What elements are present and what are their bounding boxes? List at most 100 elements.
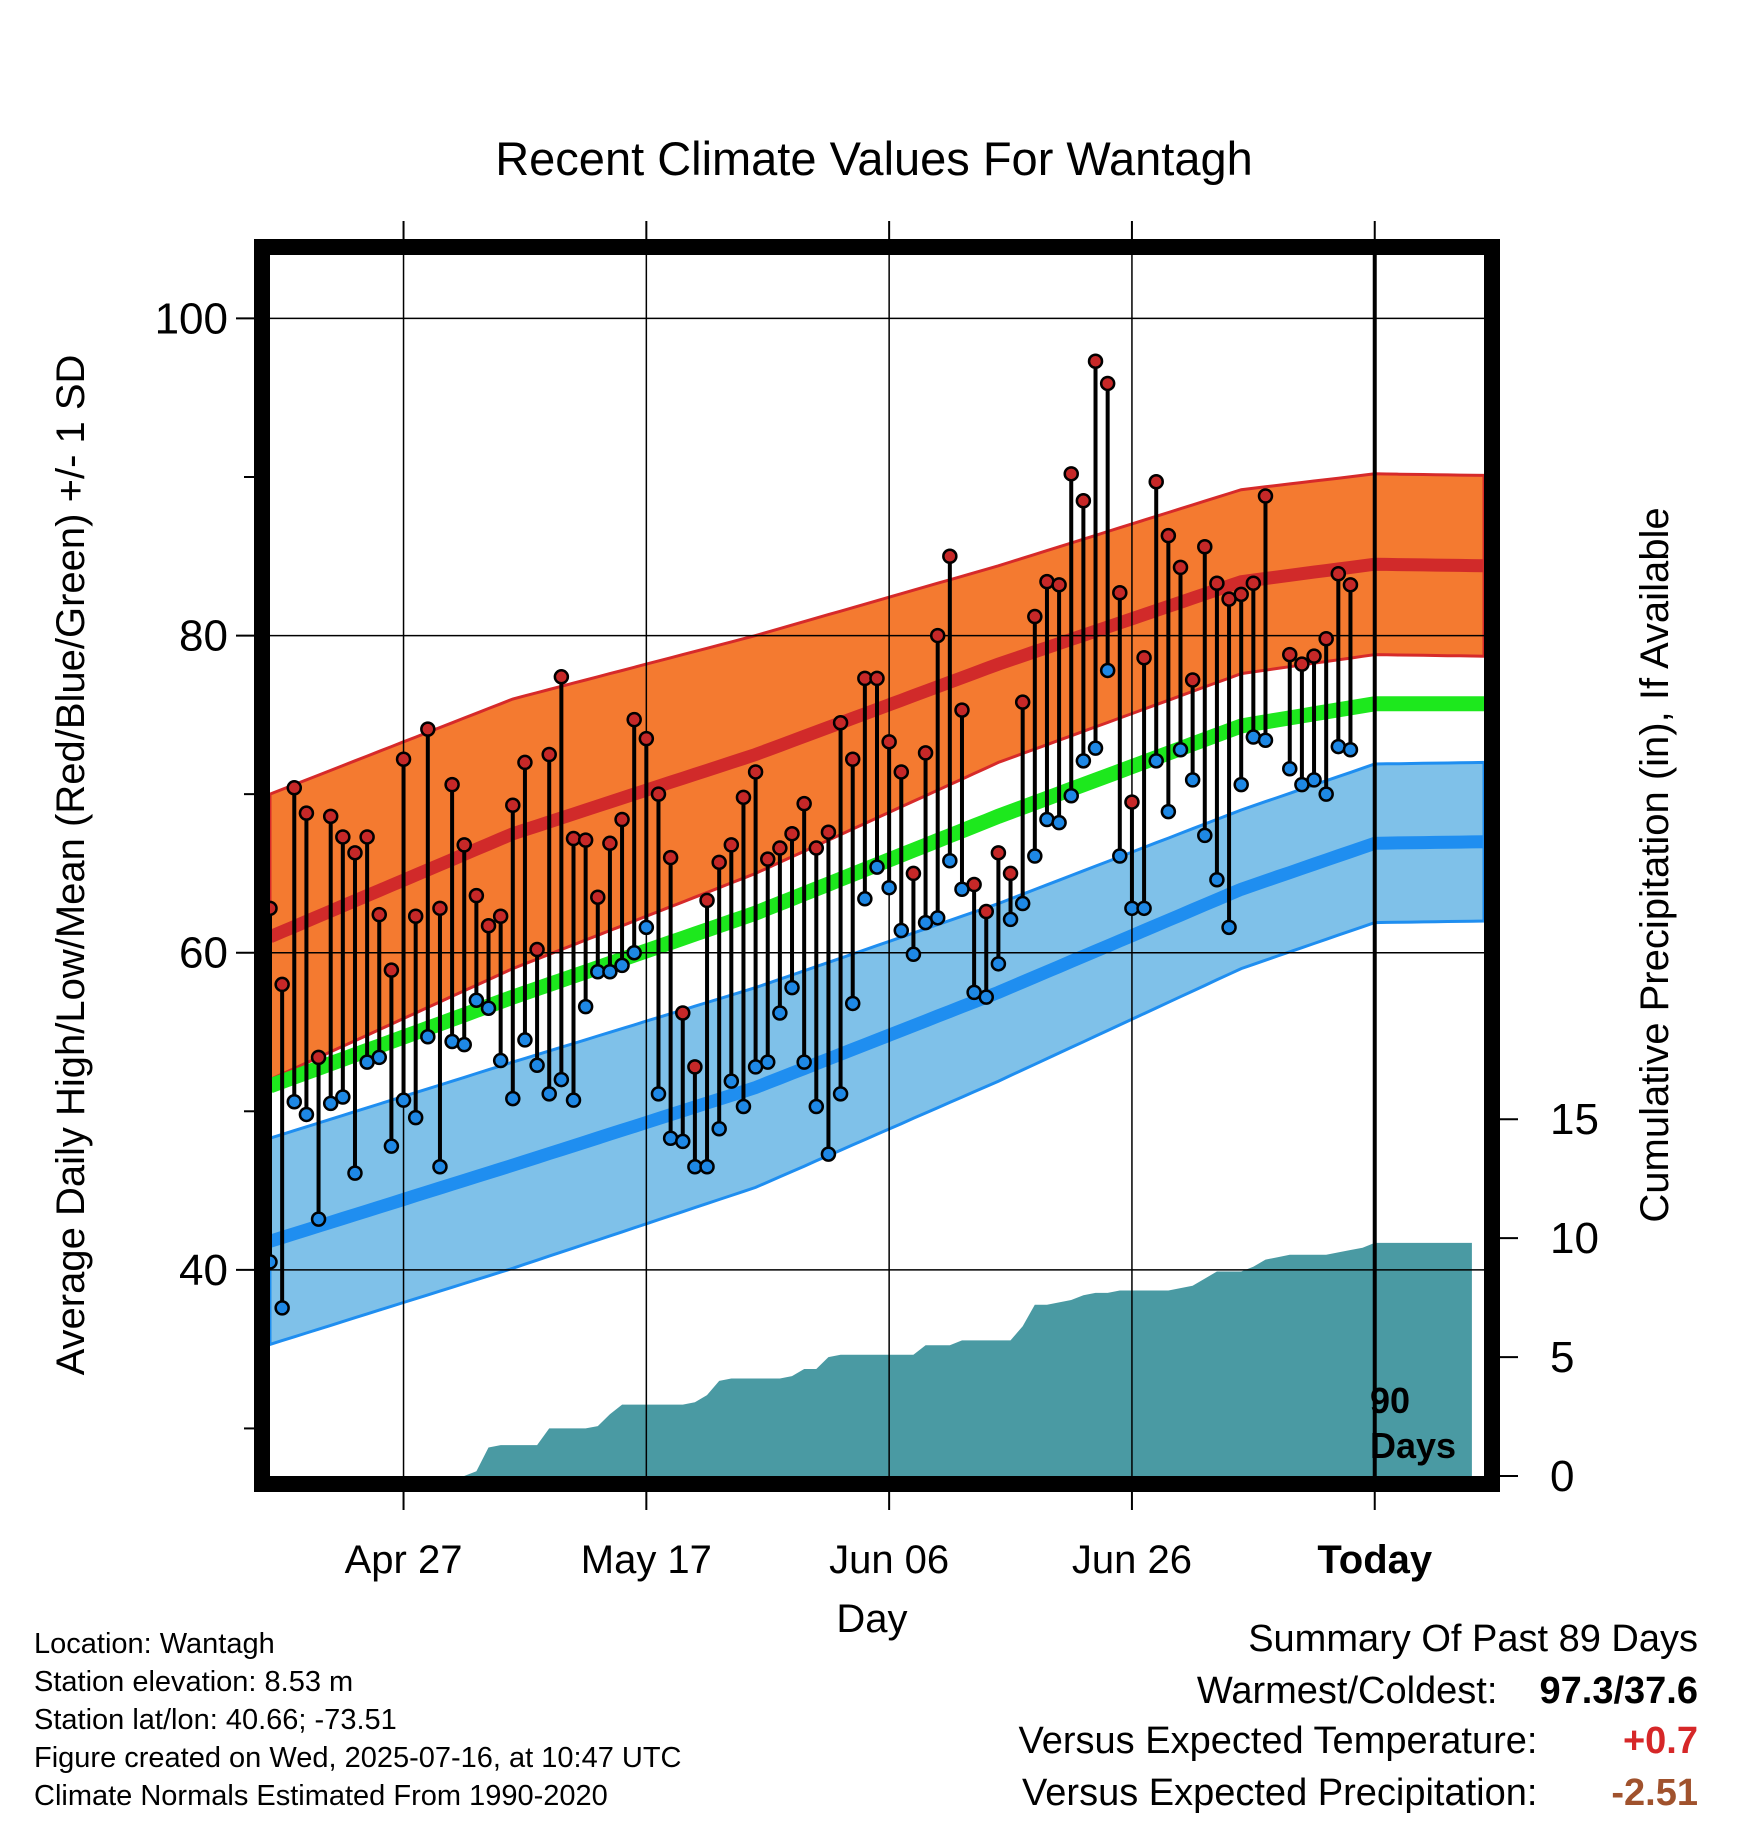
daily-high-point	[675, 1005, 691, 1021]
location-text: Location: Wantagh	[34, 1628, 275, 1660]
daily-high-point	[1014, 694, 1031, 710]
daily-low-point	[820, 1146, 837, 1162]
x-tick-label: May 17	[581, 1538, 712, 1582]
daily-high-point	[1209, 575, 1225, 591]
daily-low-point	[1002, 911, 1019, 928]
daily-high-point	[747, 764, 764, 780]
today-annotation-line1: 90	[1370, 1380, 1410, 1421]
today-annotation-line2: Days	[1370, 1425, 1456, 1466]
daily-high-point	[1148, 474, 1164, 490]
daily-low-point	[844, 995, 861, 1012]
daily-high-point	[420, 721, 436, 737]
daily-low-point	[298, 1106, 315, 1123]
daily-high-point	[1063, 466, 1079, 482]
daily-high-point	[1318, 630, 1334, 647]
x-axis-label: Day	[836, 1597, 907, 1641]
y-axis-right-label: Cumulative Precipitation (in), If Availa…	[1633, 507, 1677, 1222]
daily-high-point	[1306, 648, 1322, 664]
daily-low-point	[432, 1159, 448, 1175]
daily-low-point	[905, 946, 922, 963]
daily-low-point	[456, 1036, 472, 1053]
precip-fill	[270, 1242, 1472, 1476]
daily-low-point	[1184, 772, 1201, 788]
daily-high-point	[432, 900, 448, 917]
daily-high-point	[844, 751, 861, 768]
daily-low-point	[286, 1094, 303, 1110]
daily-high-point	[735, 789, 752, 806]
daily-high-point	[990, 845, 1007, 861]
temp-label: Versus Expected Temperature:	[1018, 1720, 1538, 1762]
y-tick-label: 80	[179, 612, 228, 661]
daily-low-point	[505, 1090, 521, 1107]
daily-high-point	[1124, 794, 1140, 810]
daily-low-point	[1233, 776, 1249, 793]
daily-high-point	[553, 669, 570, 685]
daily-low-point	[371, 1049, 388, 1066]
daily-high-point	[966, 876, 982, 893]
x-tick-label: Today	[1317, 1538, 1433, 1582]
daily-low-point	[832, 1086, 849, 1102]
daily-high-point	[1075, 493, 1092, 509]
daily-low-point	[322, 1095, 339, 1112]
daily-high-point	[614, 811, 630, 828]
daily-high-point	[650, 786, 667, 802]
daily-high-point	[1087, 353, 1104, 369]
daily-low-point	[407, 1109, 424, 1126]
daily-high-point	[480, 918, 497, 934]
daily-low-point	[869, 859, 885, 875]
daily-low-point	[347, 1165, 363, 1181]
daily-low-point	[614, 957, 630, 974]
daily-low-point	[1099, 662, 1116, 679]
daily-high-point	[274, 976, 290, 993]
daily-high-point	[505, 797, 521, 813]
daily-observations	[262, 353, 1359, 1316]
y-tick-label: 100	[155, 294, 228, 343]
warm-cold-label: Warmest/Coldest:	[1196, 1670, 1498, 1712]
daily-high-point	[1002, 865, 1019, 882]
daily-high-point	[602, 835, 618, 852]
created-text: Figure created on Wed, 2025-07-16, at 10…	[34, 1742, 682, 1774]
temp-value: +0.7	[1622, 1720, 1698, 1762]
daily-low-point	[942, 852, 958, 869]
daily-low-point	[1063, 787, 1079, 804]
daily-high-point	[820, 824, 837, 840]
daily-low-point	[1160, 803, 1177, 820]
daily-low-point	[1209, 872, 1225, 888]
daily-high-point	[371, 906, 388, 923]
daily-high-point	[1051, 577, 1067, 593]
daily-low-point	[553, 1071, 570, 1088]
daily-high-point	[1160, 527, 1177, 544]
daily-low-point	[1014, 895, 1031, 912]
daily-high-point	[529, 941, 545, 958]
axes: 40 60 80 100 0 5 10 15 Apr 27 May 17 Jun 06 Jun 26 T…	[155, 221, 1599, 1582]
daily-high-point	[638, 730, 655, 747]
daily-high-point	[1257, 488, 1274, 504]
low-normal-line	[268, 835, 1485, 1248]
daily-high-point	[954, 702, 970, 718]
x-tick-label: Jun 26	[1072, 1538, 1192, 1582]
daily-low-point	[1075, 753, 1092, 769]
daily-high-point	[1099, 375, 1116, 392]
y-axis-left-label: Average Daily High/Low/Mean (Red/Blue/Gr…	[49, 355, 93, 1376]
precip-tick-label: 5	[1550, 1333, 1574, 1382]
daily-high-point	[759, 851, 776, 867]
daily-low-point	[1342, 741, 1359, 758]
daily-high-point	[444, 776, 460, 793]
daily-high-point	[407, 908, 424, 924]
daily-low-point	[808, 1098, 825, 1115]
daily-low-point	[274, 1300, 290, 1316]
daily-high-point	[590, 889, 606, 905]
daily-high-point	[286, 780, 303, 796]
daily-low-point	[1257, 732, 1274, 748]
daily-high-point	[347, 845, 363, 861]
daily-low-point	[759, 1054, 776, 1070]
plot-frame	[254, 239, 1500, 1492]
daily-low-point	[1027, 848, 1043, 864]
daily-high-point	[1330, 565, 1347, 582]
daily-low-point	[1221, 919, 1237, 936]
daily-low-point	[468, 992, 485, 1009]
daily-low-point	[1136, 900, 1152, 917]
daily-high-point	[929, 627, 946, 644]
daily-high-point	[565, 830, 582, 847]
daily-high-point	[577, 832, 594, 848]
